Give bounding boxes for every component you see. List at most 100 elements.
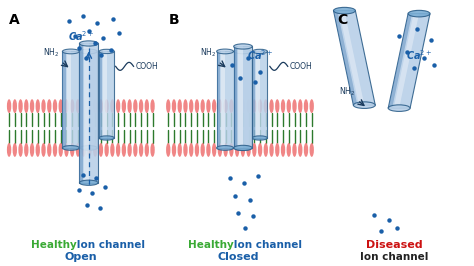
FancyBboxPatch shape — [99, 51, 102, 138]
FancyBboxPatch shape — [238, 47, 243, 148]
FancyBboxPatch shape — [80, 51, 84, 148]
Text: Ion channel: Ion channel — [360, 252, 428, 262]
Ellipse shape — [47, 99, 52, 113]
Ellipse shape — [7, 143, 11, 157]
Ellipse shape — [258, 99, 262, 113]
Ellipse shape — [269, 99, 273, 113]
Ellipse shape — [246, 143, 251, 157]
Ellipse shape — [128, 143, 132, 157]
Ellipse shape — [235, 49, 251, 54]
Text: B: B — [168, 13, 179, 27]
Ellipse shape — [189, 143, 193, 157]
Ellipse shape — [166, 143, 171, 157]
Ellipse shape — [93, 143, 97, 157]
Ellipse shape — [229, 99, 234, 113]
Text: COOH: COOH — [136, 62, 158, 71]
Ellipse shape — [64, 99, 69, 113]
Ellipse shape — [292, 143, 297, 157]
FancyBboxPatch shape — [67, 51, 71, 148]
Text: Closed: Closed — [217, 252, 259, 262]
Ellipse shape — [246, 99, 251, 113]
Ellipse shape — [13, 143, 17, 157]
Ellipse shape — [298, 99, 302, 113]
Ellipse shape — [145, 143, 149, 157]
Ellipse shape — [183, 99, 188, 113]
Ellipse shape — [63, 49, 79, 54]
Ellipse shape — [36, 143, 40, 157]
Ellipse shape — [275, 99, 280, 113]
FancyBboxPatch shape — [239, 51, 243, 148]
Ellipse shape — [122, 99, 126, 113]
Ellipse shape — [150, 99, 155, 113]
Ellipse shape — [172, 143, 176, 157]
Ellipse shape — [87, 143, 91, 157]
Polygon shape — [388, 14, 430, 108]
FancyBboxPatch shape — [80, 43, 83, 183]
Text: NH$_2$: NH$_2$ — [200, 47, 216, 59]
Ellipse shape — [53, 99, 57, 113]
Ellipse shape — [235, 143, 239, 157]
Ellipse shape — [18, 99, 23, 113]
Ellipse shape — [47, 143, 52, 157]
Polygon shape — [334, 11, 375, 105]
Polygon shape — [394, 14, 419, 108]
Ellipse shape — [304, 143, 308, 157]
Text: Ion channel: Ion channel — [230, 240, 302, 250]
FancyBboxPatch shape — [235, 51, 251, 148]
FancyBboxPatch shape — [63, 51, 79, 148]
Ellipse shape — [7, 99, 11, 113]
Ellipse shape — [24, 99, 28, 113]
FancyBboxPatch shape — [84, 43, 89, 183]
Ellipse shape — [206, 143, 210, 157]
Text: A: A — [9, 13, 20, 27]
Polygon shape — [334, 11, 357, 105]
Ellipse shape — [206, 99, 210, 113]
Ellipse shape — [116, 143, 120, 157]
Ellipse shape — [70, 99, 74, 113]
Ellipse shape — [41, 99, 46, 113]
Ellipse shape — [110, 143, 115, 157]
Ellipse shape — [234, 44, 252, 49]
Ellipse shape — [139, 143, 143, 157]
Ellipse shape — [235, 99, 239, 113]
Ellipse shape — [59, 99, 63, 113]
Ellipse shape — [93, 99, 97, 113]
Ellipse shape — [87, 99, 91, 113]
Ellipse shape — [217, 146, 234, 150]
Ellipse shape — [292, 99, 297, 113]
Ellipse shape — [104, 143, 109, 157]
Ellipse shape — [264, 99, 268, 113]
Ellipse shape — [354, 102, 375, 109]
Ellipse shape — [218, 143, 222, 157]
Ellipse shape — [59, 143, 63, 157]
Ellipse shape — [252, 143, 256, 157]
Ellipse shape — [229, 143, 234, 157]
Ellipse shape — [275, 143, 280, 157]
Ellipse shape — [235, 146, 251, 150]
FancyBboxPatch shape — [80, 51, 97, 148]
Ellipse shape — [145, 99, 149, 113]
Ellipse shape — [258, 143, 262, 157]
Text: Ca$^{2+}$: Ca$^{2+}$ — [68, 30, 94, 43]
Ellipse shape — [70, 143, 74, 157]
Ellipse shape — [133, 143, 137, 157]
Ellipse shape — [195, 99, 199, 113]
Ellipse shape — [310, 143, 314, 157]
Ellipse shape — [110, 99, 115, 113]
Ellipse shape — [80, 41, 98, 46]
Ellipse shape — [183, 143, 188, 157]
Ellipse shape — [201, 143, 205, 157]
Ellipse shape — [252, 136, 267, 140]
Ellipse shape — [76, 143, 80, 157]
FancyBboxPatch shape — [221, 51, 225, 148]
Ellipse shape — [63, 146, 79, 150]
Ellipse shape — [99, 136, 114, 140]
Text: C: C — [337, 13, 348, 27]
Ellipse shape — [76, 99, 80, 113]
Ellipse shape — [80, 49, 97, 54]
FancyBboxPatch shape — [63, 51, 66, 148]
Text: Healthy: Healthy — [31, 240, 77, 250]
Text: Ca$^{2+}$: Ca$^{2+}$ — [246, 48, 273, 62]
Ellipse shape — [234, 145, 252, 151]
Ellipse shape — [189, 99, 193, 113]
